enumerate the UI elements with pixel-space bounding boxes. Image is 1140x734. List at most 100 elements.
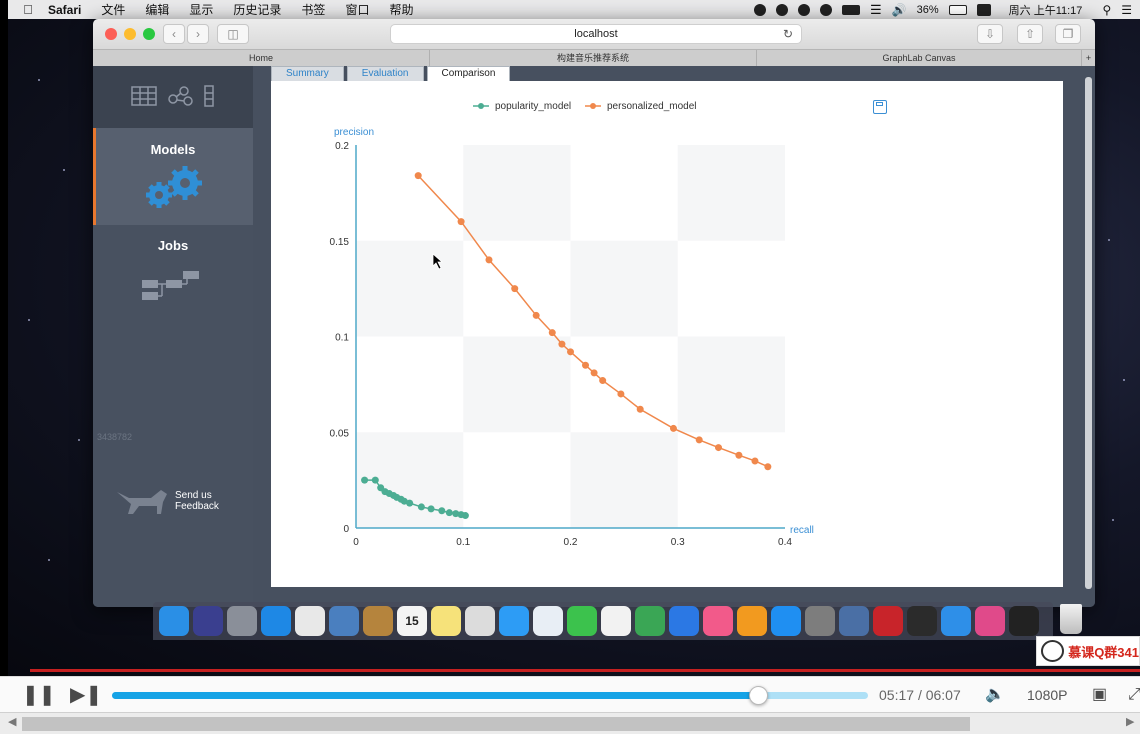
share-button[interactable]: ⇧ [1017,24,1043,44]
sidebar-item-models[interactable]: Models [93,128,253,225]
send-feedback-link[interactable]: Send us Feedback [175,490,219,512]
itunes-icon[interactable] [703,606,733,636]
extension-status-icon[interactable] [798,3,811,16]
fullscreen-icon[interactable]: ⤢ [1128,686,1140,703]
ibooks-icon[interactable] [737,606,767,636]
seek-knob[interactable] [749,686,769,705]
x-tick-label: 0.1 [456,537,470,548]
image-capture-icon[interactable] [839,606,869,636]
preview-icon[interactable] [329,606,359,636]
plot-cell [356,240,464,337]
menu-history[interactable]: 历史记录 [233,3,282,17]
notification-center-icon[interactable]: ☰ [1121,2,1132,17]
sidebar-data-section[interactable] [93,66,253,128]
facetime-icon[interactable] [567,606,597,636]
scroll-thumb[interactable] [22,717,970,731]
apple-icon[interactable]:  [8,2,48,17]
forward-button[interactable]: › [187,24,209,44]
next-icon[interactable]: ▶❚ [70,684,103,706]
data-point [532,311,540,319]
horizontal-scrollbar[interactable]: ◀ ▶ [0,712,1140,734]
keynote-icon[interactable] [669,606,699,636]
jobs-flow-icon[interactable] [93,260,253,310]
pause-icon[interactable]: ❚❚ [22,684,56,706]
browser-tab-canvas[interactable]: GraphLab Canvas [757,50,1082,66]
tab-comparison[interactable]: Comparison [426,66,511,81]
overlay-text: 慕课Q群341 [1068,644,1139,660]
menu-edit[interactable]: 编辑 [145,3,170,17]
red-stamp-icon[interactable] [873,606,903,636]
stickies-icon[interactable] [431,606,461,636]
volume-icon[interactable]: 🔊 [891,2,907,17]
legend-swatch-dot [590,103,596,109]
tabs-overview-button[interactable]: ❐ [1055,24,1081,44]
save-icon[interactable] [873,100,887,114]
seek-bar-played [112,692,759,699]
menubar-clock[interactable]: 周六 上午11:17 [1008,4,1083,17]
menu-bookmarks[interactable]: 书签 [301,3,326,17]
keyboard-status-icon[interactable] [842,4,861,15]
menu-file[interactable]: 文件 [101,3,126,17]
browser-tab-music[interactable]: 构建音乐推荐系统 [430,50,757,66]
numbers-icon[interactable] [635,606,665,636]
scroll-left-icon[interactable]: ◀ [8,716,17,728]
finder-icon[interactable] [159,606,189,636]
menu-app-name[interactable]: Safari [48,2,82,17]
cloud-status-icon[interactable] [776,3,789,16]
data-point [715,444,723,452]
page-scrollbar[interactable] [1085,77,1092,589]
scroll-right-icon[interactable]: ▶ [1126,716,1135,728]
x-tick-label: 0.2 [564,537,578,548]
record-status-icon[interactable] [754,3,767,16]
jobs-label[interactable]: Jobs [157,238,189,253]
user-switch-icon[interactable] [976,3,991,16]
menu-view[interactable]: 显示 [189,3,214,17]
downloads-button[interactable]: ⇩ [977,24,1003,44]
system-prefs-icon[interactable] [805,606,835,636]
minimize-window-button[interactable] [124,28,136,40]
tab-evaluation[interactable]: Evaluation [346,66,424,81]
textedit-icon[interactable] [533,606,563,636]
launchpad-icon[interactable] [227,606,257,636]
address-bar[interactable]: localhost ↻ [390,24,802,44]
wifi-icon[interactable]: ☰ [870,1,882,17]
safari-icon[interactable] [261,606,291,636]
quality-selector[interactable]: 1080P [1027,687,1068,703]
quicktime-icon[interactable] [907,606,937,636]
messages-icon[interactable] [499,606,529,636]
appstore-icon[interactable] [771,606,801,636]
seek-bar[interactable] [112,686,868,705]
notes-book-icon[interactable] [363,606,393,636]
menu-help[interactable]: 帮助 [389,3,414,17]
calendar-icon[interactable]: 15 [397,606,427,636]
duration: 06:07 [925,687,961,703]
battery-icon[interactable] [948,4,967,15]
volume-icon[interactable]: 🔈 [985,686,1005,703]
spotlight-search-icon[interactable]: ⚲ [1102,2,1112,17]
dog-logo-icon[interactable] [113,484,173,520]
menu-window[interactable]: 窗口 [345,3,370,17]
tab-summary[interactable]: Summary [271,66,344,81]
data-point [400,497,408,505]
siri-icon[interactable] [193,606,223,636]
zoom-window-button[interactable] [143,28,155,40]
browser-tab-home[interactable]: Home [93,50,430,66]
close-window-button[interactable] [105,28,117,40]
sarray-icon [204,85,214,107]
battery-percent[interactable]: 36% [916,3,939,16]
data-point [695,436,703,444]
trash-icon[interactable] [1060,604,1082,634]
back-button[interactable]: ‹ [163,24,185,44]
graphlab-icon[interactable] [975,606,1005,636]
new-tab-button[interactable]: + [1085,53,1092,63]
comment-icon[interactable]: ▣ [1092,686,1108,703]
reload-icon[interactable]: ↻ [782,27,793,41]
sidebar-toggle-button[interactable]: ◫ [217,24,249,44]
chrome-icon[interactable] [295,606,325,636]
photos-preview-icon[interactable] [465,606,495,636]
terminal-icon[interactable] [1009,606,1039,636]
plus-circle-icon[interactable] [820,3,833,16]
quicktime-blue-icon[interactable] [941,606,971,636]
photos-icon[interactable] [601,606,631,636]
